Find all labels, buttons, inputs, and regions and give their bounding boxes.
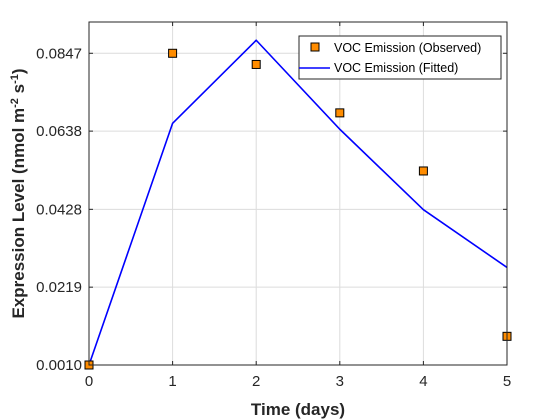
- x-tick-labels: 0 1 2 3 4 5: [85, 373, 511, 390]
- plot-frame: [88, 21, 508, 366]
- x-tick-label: 2: [252, 373, 260, 390]
- fitted-line: [88, 39, 508, 366]
- fitted-series: [88, 39, 508, 366]
- y-tick-label: 0.0638: [36, 123, 82, 140]
- y-tick-label: 0.0219: [36, 279, 82, 296]
- x-tick-label: 5: [503, 373, 511, 390]
- y-tick-label: 0.0010: [36, 357, 82, 374]
- axis-ticks: [88, 22, 508, 366]
- legend: VOC Emission (Observed) VOC Emission (Fi…: [298, 35, 502, 80]
- y-tick-label: 0.0428: [36, 201, 82, 218]
- y-axis-label: Expression Level (nmol m-2 s-1): [9, 68, 28, 318]
- legend-box: [298, 35, 502, 80]
- observed-point: [335, 108, 345, 118]
- y-tick-labels: 0.0010 0.0219 0.0428 0.0638 0.0847: [36, 45, 82, 374]
- legend-observed-label: VOC Emission (Observed): [334, 41, 481, 55]
- x-tick-label: 4: [419, 373, 427, 390]
- x-tick-label: 3: [336, 373, 344, 390]
- legend-observed-marker: [310, 42, 320, 52]
- observed-point: [418, 166, 428, 176]
- legend-fitted-label: VOC Emission (Fitted): [334, 61, 458, 75]
- x-axis-label: Time (days): [251, 400, 345, 419]
- x-tick-label: 1: [168, 373, 176, 390]
- y-tick-label: 0.0847: [36, 45, 82, 62]
- observed-point: [251, 59, 261, 69]
- x-tick-label: 0: [85, 373, 93, 390]
- observed-point: [168, 48, 178, 58]
